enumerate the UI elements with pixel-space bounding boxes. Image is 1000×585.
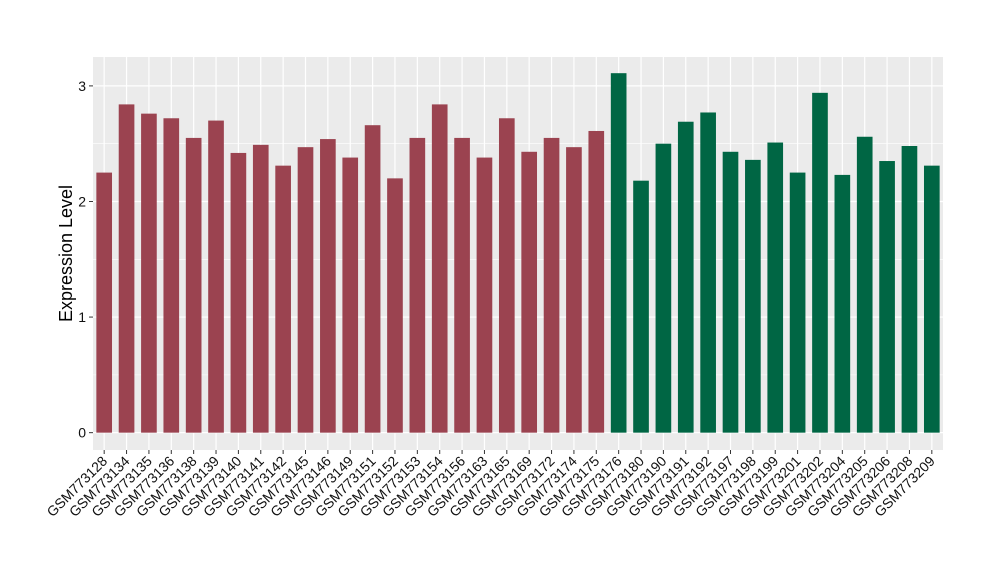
bar-gsm773201	[789, 172, 806, 433]
bar-gsm773204	[834, 174, 851, 433]
bar-gsm773198	[745, 159, 761, 433]
y-tick-label: 2	[78, 193, 86, 209]
bars	[96, 73, 940, 433]
bar-gsm773154	[431, 104, 448, 433]
bar-gsm773169	[521, 151, 538, 433]
bar-gsm773191	[677, 121, 694, 433]
bar-gsm773197	[722, 151, 739, 433]
y-tick-label: 3	[78, 78, 86, 94]
bar-gsm773174	[566, 147, 582, 433]
x-axis: GSM773128GSM773134GSM773135GSM773136GSM7…	[43, 450, 938, 520]
bar-gsm773153	[409, 137, 426, 433]
bar-gsm773180	[633, 180, 649, 433]
y-tick-label: 1	[78, 309, 86, 325]
bar-gsm773208	[901, 146, 918, 433]
bar-gsm773140	[230, 152, 247, 433]
bar-gsm773136	[163, 118, 180, 433]
bar-gsm773199	[767, 142, 784, 433]
bar-gsm773149	[342, 157, 359, 433]
bar-gsm773142	[275, 165, 291, 433]
bar-gsm773139	[208, 120, 224, 433]
bar-gsm773202	[812, 92, 828, 433]
bar-gsm773190	[655, 143, 672, 433]
bar-gsm773156	[454, 137, 470, 433]
bar-gsm773138	[185, 137, 202, 433]
y-axis-title: Expression Level	[56, 185, 76, 322]
bar-gsm773145	[297, 147, 314, 433]
bar-gsm773128	[96, 172, 113, 433]
bar-gsm773175	[588, 130, 605, 433]
y-tick-label: 0	[78, 425, 86, 441]
bar-gsm773206	[879, 161, 895, 433]
bar-gsm773135	[141, 113, 157, 433]
bar-gsm773151	[364, 125, 381, 433]
bar-gsm773172	[543, 137, 560, 433]
y-axis: 0 1 2 3	[78, 78, 93, 441]
bar-gsm773165	[498, 118, 515, 433]
bar-gsm773209	[923, 165, 940, 433]
bar-gsm773146	[320, 139, 336, 433]
bar-gsm773134	[118, 104, 135, 433]
bar-gsm773163	[476, 157, 493, 433]
bar-gsm773141	[252, 144, 269, 433]
bar-gsm773192	[700, 112, 716, 433]
bar-gsm773176	[610, 73, 627, 433]
bar-gsm773205	[856, 136, 873, 433]
bar-gsm773152	[387, 178, 403, 433]
